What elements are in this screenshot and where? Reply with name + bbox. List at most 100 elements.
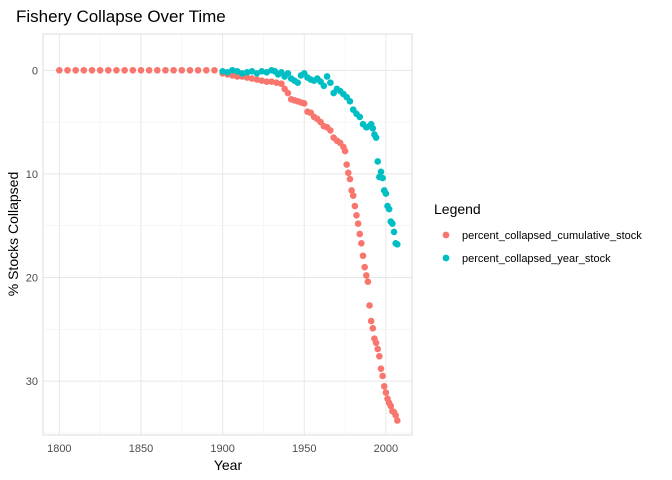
legend: Legend percent_collapsed_cumulative_stoc… xyxy=(434,201,642,265)
axis-ticks: 1800 1850 1900 1950 2000 0 10 20 30 xyxy=(26,65,398,455)
data-point-cumulative xyxy=(361,263,368,271)
legend-swatch-year xyxy=(442,254,450,262)
data-point-year xyxy=(294,79,302,87)
x-tick-label: 2000 xyxy=(374,443,398,455)
data-point-cumulative xyxy=(88,66,96,74)
data-point-cumulative xyxy=(56,66,63,74)
data-point-cumulative xyxy=(178,66,186,74)
data-point-cumulative xyxy=(258,77,266,84)
data-point-cumulative xyxy=(376,352,383,360)
data-point-cumulative xyxy=(362,272,370,279)
chart-title: Fishery Collapse Over Time xyxy=(16,7,226,26)
data-point-cumulative xyxy=(80,66,88,74)
data-point-cumulative xyxy=(369,324,377,332)
x-axis-title: Year xyxy=(214,457,243,473)
data-point-cumulative xyxy=(327,127,334,134)
legend-label-year: percent_collapsed_year_stock xyxy=(462,253,611,265)
data-point-cumulative xyxy=(248,75,256,82)
data-point-year xyxy=(323,73,331,80)
legend-item-cumulative: percent_collapsed_cumulative_stock xyxy=(442,230,642,242)
data-point-year xyxy=(229,66,236,74)
data-point-year xyxy=(382,190,390,197)
data-point-cumulative xyxy=(233,73,241,80)
data-point-cumulative xyxy=(105,66,112,74)
legend-swatch-cumulative xyxy=(442,231,450,239)
data-point-cumulative xyxy=(268,78,275,85)
data-point-cumulative xyxy=(359,252,367,260)
data-point-year xyxy=(374,158,382,165)
data-point-cumulative xyxy=(170,66,177,74)
data-point-cumulative xyxy=(202,66,210,74)
data-points xyxy=(56,66,401,424)
data-point-year xyxy=(385,205,393,213)
data-point-year xyxy=(390,228,398,236)
data-point-cumulative xyxy=(284,89,292,97)
data-point-year xyxy=(284,70,292,77)
data-point-cumulative xyxy=(64,66,71,74)
data-point-cumulative xyxy=(72,66,79,74)
panel-border xyxy=(42,33,413,436)
y-tick-label: 10 xyxy=(26,169,38,181)
data-point-cumulative xyxy=(374,345,382,353)
data-point-cumulative xyxy=(153,66,161,74)
x-tick-label: 1800 xyxy=(47,443,71,455)
data-point-cumulative xyxy=(349,192,357,199)
data-point-cumulative xyxy=(380,382,388,390)
data-point-year xyxy=(238,70,246,77)
data-point-cumulative xyxy=(96,66,104,74)
series-cumulative xyxy=(56,66,401,424)
data-point-year xyxy=(327,79,334,87)
data-point-cumulative xyxy=(372,339,380,347)
data-point-cumulative xyxy=(273,79,280,87)
data-point-year xyxy=(356,113,364,121)
data-point-year xyxy=(258,68,266,75)
data-point-cumulative xyxy=(392,412,399,419)
data-point-cumulative xyxy=(263,78,270,85)
data-point-cumulative xyxy=(137,66,145,74)
data-point-cumulative xyxy=(121,66,128,74)
series-year xyxy=(219,66,401,248)
data-point-year xyxy=(320,82,328,90)
data-point-cumulative xyxy=(129,66,137,74)
data-point-cumulative xyxy=(377,365,385,372)
data-point-cumulative xyxy=(356,230,364,238)
data-point-cumulative xyxy=(243,74,251,81)
data-point-cumulative xyxy=(346,175,354,183)
grid xyxy=(43,34,412,435)
data-point-cumulative xyxy=(194,66,202,74)
data-point-cumulative xyxy=(354,220,362,227)
legend-item-year: percent_collapsed_year_stock xyxy=(442,253,611,265)
data-point-cumulative xyxy=(387,402,395,410)
data-point-year xyxy=(394,241,401,248)
data-point-cumulative xyxy=(186,66,194,74)
y-tick-label: 30 xyxy=(26,376,38,388)
data-point-cumulative xyxy=(145,66,153,74)
data-point-cumulative xyxy=(364,278,372,285)
legend-title: Legend xyxy=(434,201,481,217)
data-point-cumulative xyxy=(394,417,401,424)
data-point-cumulative xyxy=(366,302,373,309)
x-tick-label: 1900 xyxy=(210,443,234,455)
data-point-cumulative xyxy=(341,147,349,155)
data-point-year xyxy=(369,124,377,132)
data-point-year xyxy=(377,168,385,176)
legend-label-cumulative: percent_collapsed_cumulative_stock xyxy=(462,230,642,242)
data-point-cumulative xyxy=(348,187,355,194)
data-point-cumulative xyxy=(113,66,120,74)
data-point-cumulative xyxy=(358,240,365,247)
data-point-cumulative xyxy=(229,72,236,79)
x-tick-label: 1950 xyxy=(292,443,316,455)
data-point-cumulative xyxy=(353,212,360,219)
data-point-cumulative xyxy=(367,317,375,325)
data-point-cumulative xyxy=(162,66,169,74)
x-tick-label: 1850 xyxy=(129,443,153,455)
data-point-year xyxy=(243,69,251,76)
data-point-cumulative xyxy=(351,202,359,210)
data-point-cumulative xyxy=(345,169,352,177)
data-point-cumulative xyxy=(382,389,390,396)
data-point-cumulative xyxy=(253,76,261,83)
data-point-year xyxy=(219,68,226,75)
data-point-year xyxy=(372,134,380,141)
